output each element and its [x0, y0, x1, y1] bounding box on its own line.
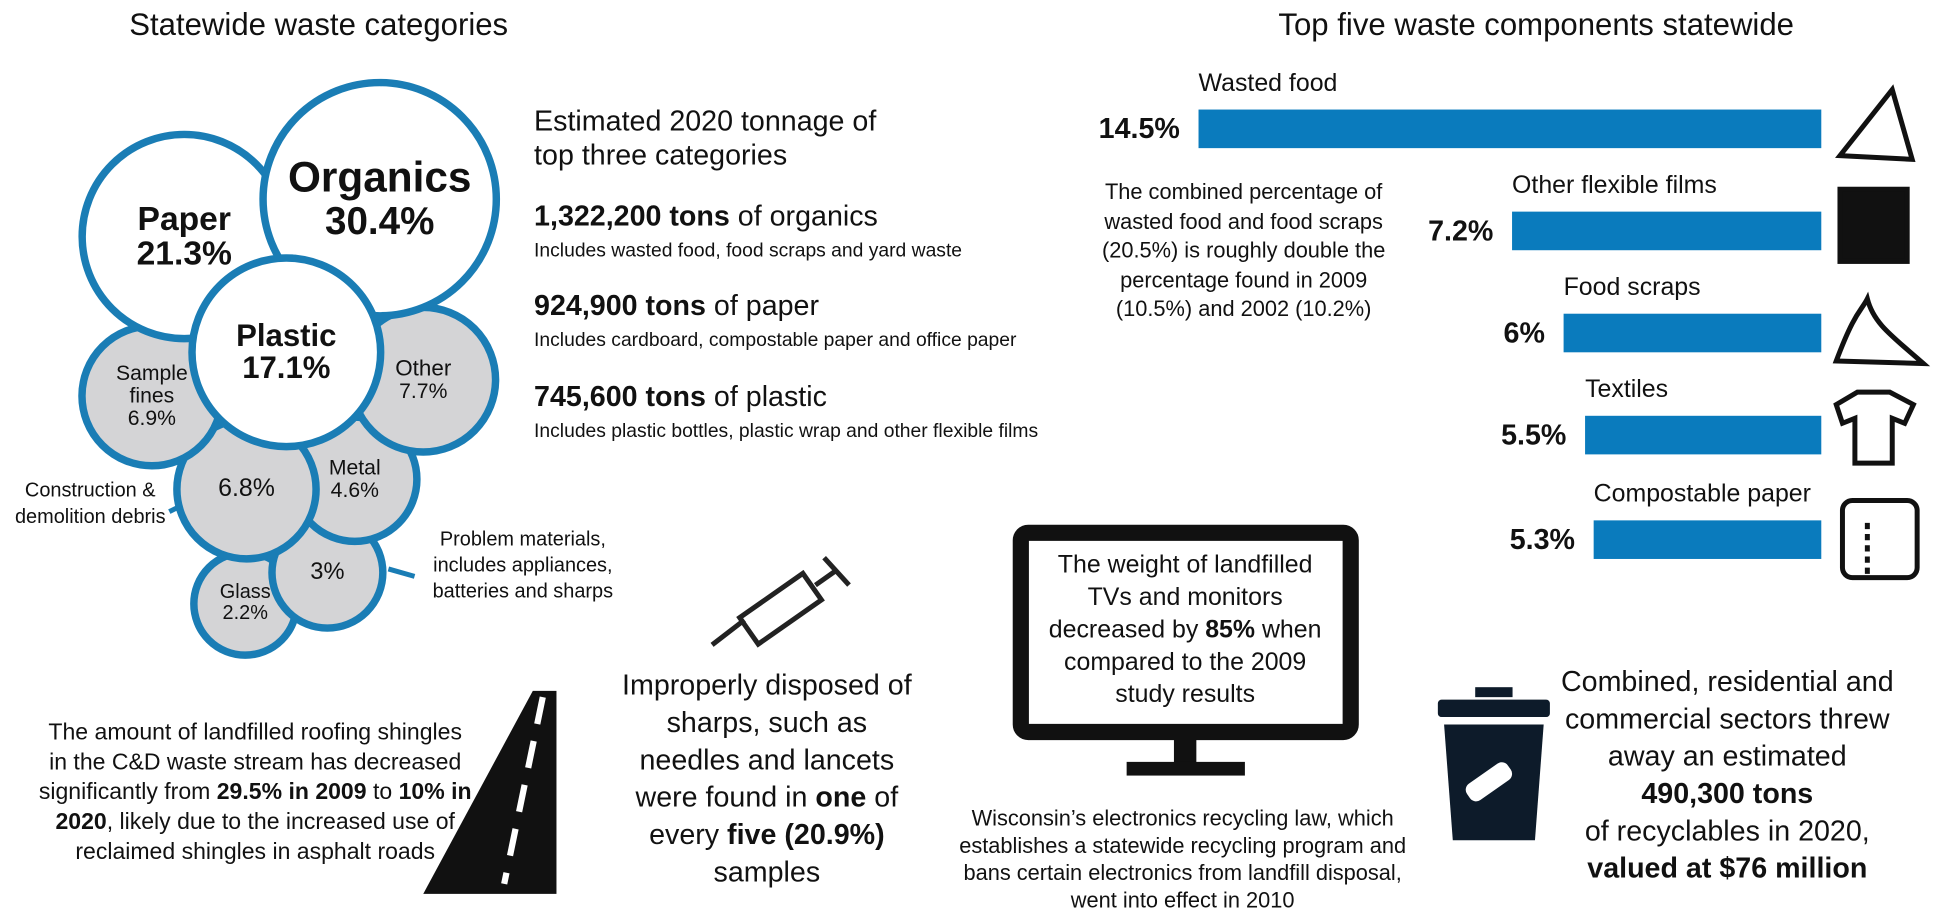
- text: samples: [714, 855, 821, 887]
- tonnage-detail: Includes wasted food, food scraps and ya…: [534, 240, 1119, 262]
- value-label: 14.5%: [999, 112, 1180, 146]
- bar: [1594, 520, 1822, 559]
- bar-label: Other flexible films: [1512, 172, 1717, 201]
- text: 29.5% in 2009: [217, 778, 367, 804]
- bubble-value: 7.7%: [330, 380, 517, 402]
- bubble-value: 2.2%: [152, 604, 339, 625]
- sharps-note: Improperly disposed of sharps, such as n…: [617, 666, 916, 890]
- bar: [1564, 314, 1822, 353]
- text: five (20.9%): [727, 818, 885, 850]
- text: of recyclables in 2020,: [1585, 814, 1870, 846]
- text: Combined, residential and commercial sec…: [1561, 665, 1894, 772]
- tonnage-amount: 1,322,200 tons: [534, 199, 730, 231]
- value-label: 5.5%: [1386, 418, 1567, 452]
- bubble-name: Glass: [152, 583, 339, 604]
- bubble-value: 6.8%: [153, 476, 340, 502]
- bubble-name: Plastic: [193, 320, 380, 353]
- recyclables-note: Combined, residential and commercial sec…: [1544, 662, 1911, 886]
- bar: [1199, 110, 1822, 149]
- text: , likely due to the increased use of rec…: [75, 808, 455, 864]
- bar: [1512, 212, 1821, 251]
- bubble-name: Construction & demolition debris: [0, 478, 181, 530]
- text: one: [815, 781, 866, 813]
- tonnage-amount: 924,900 tons: [534, 289, 706, 321]
- bar-annotation: The combined percentage of wasted food a…: [1100, 178, 1386, 324]
- trash-icon: [1438, 687, 1550, 840]
- bubble-name: Other: [330, 357, 517, 381]
- bar-icons: [1836, 90, 1923, 578]
- text: to: [367, 778, 399, 804]
- electronics-law: Wisconsin’s electronics recycling law, w…: [946, 804, 1419, 914]
- bar-label: Compostable paper: [1594, 481, 1811, 510]
- tonnage-text: of organics: [730, 199, 878, 231]
- tonnage-amount: 745,600 tons: [534, 380, 706, 412]
- bubble-label: 6.8%: [153, 476, 340, 502]
- bar-label: Food scraps: [1564, 274, 1701, 303]
- bar: [1585, 416, 1821, 455]
- bar-label: Wasted food: [1199, 70, 1338, 99]
- bubble-value: 21.3%: [91, 237, 278, 272]
- value-label: 6%: [1364, 316, 1545, 350]
- text: 490,300 tons: [1544, 774, 1911, 811]
- bubble-name: Paper: [91, 201, 278, 236]
- tv-note: The weight of landfilled TVs and monitor…: [1036, 549, 1335, 711]
- tonnage-text: of paper: [706, 289, 819, 321]
- tonnage-item: 1,322,200 tons of organics Includes waste…: [534, 199, 1119, 262]
- text: valued at $76 million: [1544, 849, 1911, 886]
- roofing-note: The amount of landfilled roofing shingle…: [37, 717, 473, 866]
- tonnage-detail: Includes plastic bottles, plastic wrap a…: [534, 421, 1119, 443]
- chart-title: Top five waste components statewide: [1225, 7, 1847, 43]
- value-label: 5.3%: [1394, 523, 1575, 557]
- tonnage-item: 745,600 tons of plastic Includes plastic …: [534, 380, 1119, 443]
- tonnage-heading: Estimated 2020 tonnage of top three cate…: [534, 105, 907, 172]
- tonnage-item: 924,900 tons of paper Includes cardboard,…: [534, 289, 1119, 352]
- bar-label: Textiles: [1585, 376, 1668, 405]
- value-label: 7.2%: [1313, 214, 1494, 248]
- tonnage-detail: Includes cardboard, compostable paper an…: [534, 330, 1119, 352]
- bubble-name: Sample fines: [102, 363, 202, 407]
- bubble-value: 6.9%: [102, 407, 202, 429]
- chart-title: Statewide waste categories: [70, 7, 568, 43]
- bubble-name: Organics: [286, 157, 473, 201]
- syringe-icon: [712, 558, 849, 645]
- bubble-name: Problem materials, includes appliances, …: [417, 527, 629, 605]
- infographic: Statewide waste categories Top five wast…: [0, 0, 1942, 916]
- tonnage-text: of plastic: [706, 380, 827, 412]
- text: 85%: [1205, 616, 1255, 643]
- bubble-value: 30.4%: [286, 201, 473, 242]
